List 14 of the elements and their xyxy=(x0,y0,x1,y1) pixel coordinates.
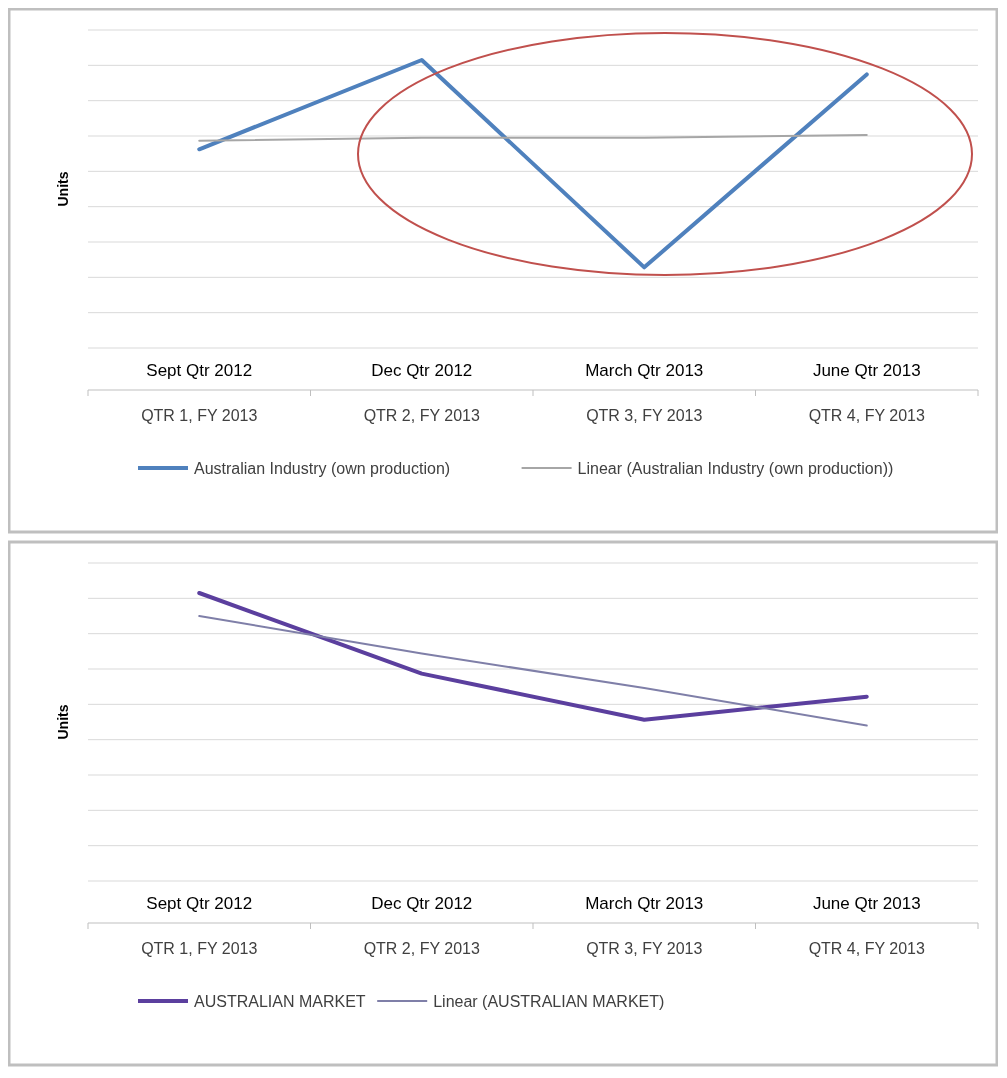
category-label: Sept Qtr 2012 QTR 1, FY 2013 xyxy=(141,894,258,957)
y-axis-title: Units xyxy=(55,171,71,207)
category-label: June Qtr 2013 QTR 4, FY 2013 xyxy=(808,894,925,957)
legend-label: Linear (AUSTRALIAN MARKET) xyxy=(433,993,665,1010)
category-label: Sept Qtr 2012 QTR 1, FY 2013 xyxy=(141,361,258,424)
category-label: March Qtr 2013 QTR 3, FY 2013 xyxy=(585,894,704,957)
category-label: Dec Qtr 2012 QTR 2, FY 2013 xyxy=(363,894,480,957)
legend-label: Australian Industry (own production) xyxy=(194,460,451,477)
category-label: March Qtr 2013 QTR 3, FY 2013 xyxy=(585,361,704,424)
category-label: Dec Qtr 2012 QTR 2, FY 2013 xyxy=(363,361,480,424)
category-label: June Qtr 2013 QTR 4, FY 2013 xyxy=(808,361,925,424)
legend-label: AUSTRALIAN MARKET xyxy=(194,993,366,1010)
legend-label: Linear (Australian Industry (own production)) xyxy=(577,460,894,477)
y-axis-title: Units xyxy=(55,704,71,740)
